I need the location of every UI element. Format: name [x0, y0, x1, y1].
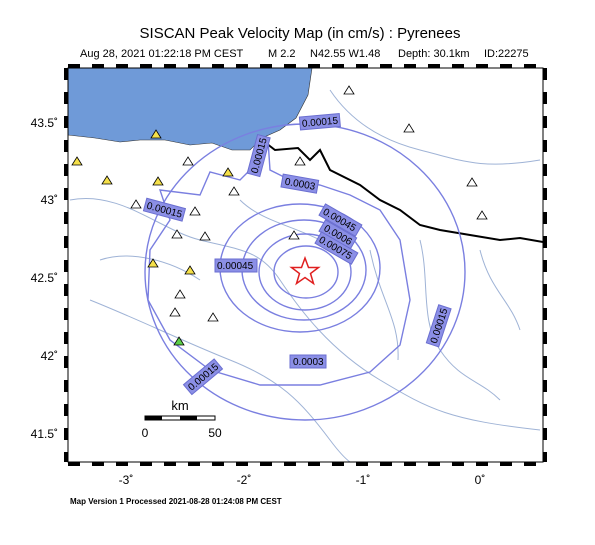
- scale-bar: km 0 50: [142, 398, 222, 440]
- contour-value: 0.00045: [217, 261, 254, 272]
- lat-label: 42˚: [41, 349, 58, 363]
- contour-label: 0.0003: [280, 173, 320, 194]
- lat-label: 43.5˚: [31, 116, 58, 130]
- lon-label: -3˚: [119, 473, 134, 487]
- lon-label: 0˚: [475, 473, 486, 487]
- sea: [68, 68, 313, 151]
- subtitle: Aug 28, 2021 01:22:18 PM CEST M 2.2 N42.…: [80, 48, 529, 60]
- magnitude: M 2.2: [268, 48, 296, 60]
- lat-label: 42.5˚: [31, 271, 58, 285]
- contour-label: 0.00045: [214, 258, 258, 273]
- frame-ticks: [64, 64, 547, 466]
- lon-labels: -3˚ -2˚ -1˚ 0˚: [119, 473, 486, 487]
- contour-value: 0.0003: [293, 357, 324, 368]
- border: [261, 139, 543, 243]
- lat-labels: 43.5˚ 43˚ 42.5˚ 42˚ 41.5˚: [31, 116, 58, 441]
- contour-value: 0.00015: [302, 116, 339, 130]
- map-area: 0.00015 0.00015 0.00015 0.00015 0.00015 …: [68, 68, 543, 462]
- lon-label: -1˚: [356, 473, 371, 487]
- contour-label: 0.0003: [289, 354, 327, 369]
- scale-end: 50: [208, 426, 222, 440]
- stations: [71, 85, 488, 346]
- date: Aug 28, 2021 01:22:18 PM CEST: [80, 48, 244, 60]
- lon-label: -2˚: [237, 473, 252, 487]
- epicenter: [289, 255, 321, 286]
- footer: Map Version 1 Processed 2021-08-28 01:24…: [70, 497, 282, 506]
- location: N42.55 W1.48: [310, 48, 380, 60]
- title: SISCAN Peak Velocity Map (in cm/s) : Pyr…: [140, 25, 461, 42]
- rivers: [69, 89, 541, 462]
- scale-start: 0: [142, 426, 149, 440]
- lat-label: 43˚: [41, 193, 58, 207]
- event-id: ID:22275: [484, 48, 529, 60]
- lat-label: 41.5˚: [31, 427, 58, 441]
- contour-label: 0.00015: [298, 112, 341, 131]
- depth: Depth: 30.1km: [398, 48, 470, 60]
- scale-unit: km: [171, 398, 188, 413]
- contour-value: 0.0003: [284, 177, 316, 193]
